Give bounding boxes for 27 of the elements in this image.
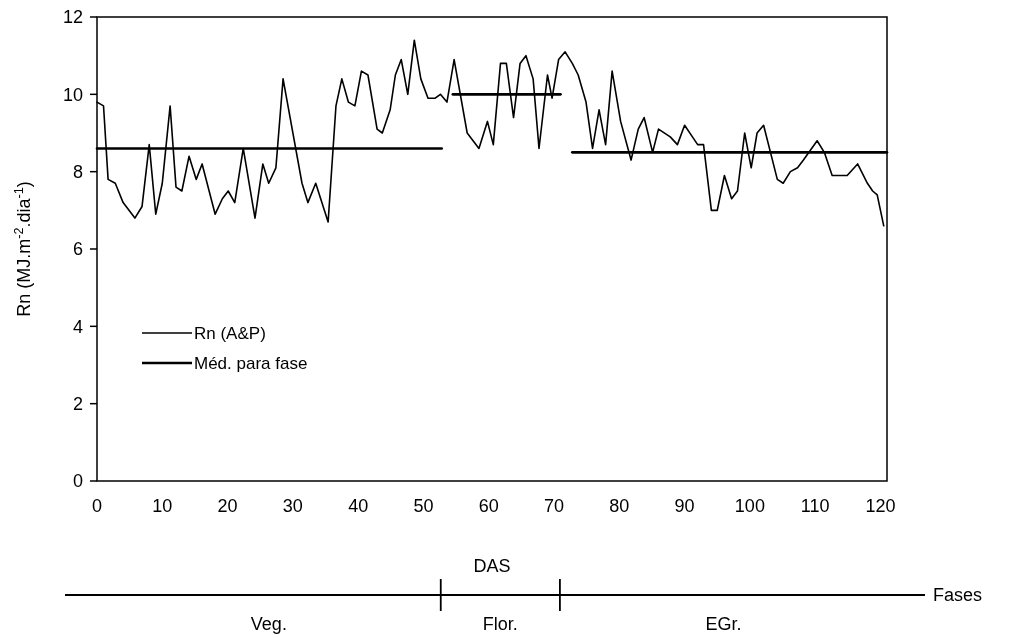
x-tick-label: 70 [544,496,565,516]
y-tick-label: 10 [62,84,83,105]
legend-label: Rn (A&P) [194,323,266,343]
text: Veg. [250,614,287,634]
text: Fases [933,585,983,606]
x-tick-label: 10 [152,496,173,516]
x-axis-title: DAS [473,556,511,576]
x-tick-label: 110 [800,496,830,516]
y-tick-label: 12 [62,7,83,28]
y-tick-label: 8 [72,161,83,182]
y-tick-label: 0 [72,471,83,492]
x-tick-label: 0 [91,496,103,516]
x-tick-label: 30 [282,496,303,516]
x-tick-label: 90 [674,496,695,516]
x-tick-label: 40 [348,496,369,516]
x-tick-label: 100 [734,496,765,516]
x-tick-label: 60 [478,496,499,516]
x-tick-label: 50 [413,496,434,516]
x-tick-label: 80 [609,496,630,516]
y-tick-label: 2 [72,393,83,414]
text: Flor. [482,614,518,634]
y-tick-label: 4 [72,316,83,337]
text: EGr. [705,614,742,634]
x-tick-label: 20 [217,496,238,516]
y-tick-label: 6 [72,239,83,260]
legend-label: Méd. para fase [194,353,308,373]
x-tick-label: 120 [865,496,896,516]
